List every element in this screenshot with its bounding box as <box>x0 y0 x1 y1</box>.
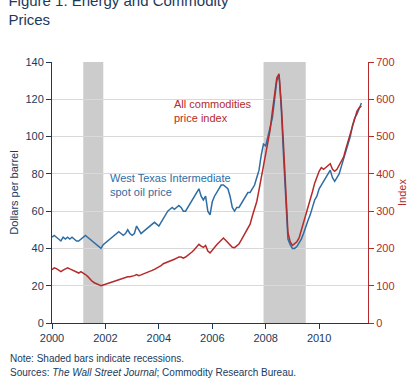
svg-text:Figure 1. Energy and Commodity: Figure 1. Energy and CommodityPrices <box>8 0 229 28</box>
svg-text:120: 120 <box>25 93 43 105</box>
svg-text:140: 140 <box>25 56 43 68</box>
svg-text:0: 0 <box>38 317 44 329</box>
svg-text:400: 400 <box>376 168 394 180</box>
svg-text:2006: 2006 <box>200 332 224 344</box>
svg-text:Note: Shaded bars indicate rec: Note: Shaded bars indicate recessions. <box>10 353 184 364</box>
svg-text:40: 40 <box>32 242 44 254</box>
svg-text:300: 300 <box>376 205 394 217</box>
svg-text:2000: 2000 <box>40 332 64 344</box>
svg-text:Dollars per barrel: Dollars per barrel <box>8 150 20 234</box>
svg-text:2010: 2010 <box>307 332 331 344</box>
svg-text:2004: 2004 <box>147 332 171 344</box>
svg-text:60: 60 <box>32 205 44 217</box>
svg-text:0: 0 <box>376 317 382 329</box>
svg-text:700: 700 <box>376 56 394 68</box>
svg-text:Sources: The Wall Street Journ: Sources: The Wall Street Journal; Commod… <box>10 367 296 378</box>
svg-text:2002: 2002 <box>93 332 117 344</box>
svg-text:West Texas Intermediatespot oi: West Texas Intermediatespot oil price <box>110 172 231 198</box>
svg-text:200: 200 <box>376 242 394 254</box>
svg-text:20: 20 <box>32 280 44 292</box>
svg-text:100: 100 <box>25 130 43 142</box>
svg-text:100: 100 <box>376 280 394 292</box>
svg-text:600: 600 <box>376 93 394 105</box>
svg-text:Index: Index <box>396 179 408 206</box>
svg-text:80: 80 <box>32 168 44 180</box>
svg-text:2008: 2008 <box>253 332 277 344</box>
svg-text:500: 500 <box>376 130 394 142</box>
svg-text:All commoditiesprice index: All commoditiesprice index <box>174 98 252 124</box>
